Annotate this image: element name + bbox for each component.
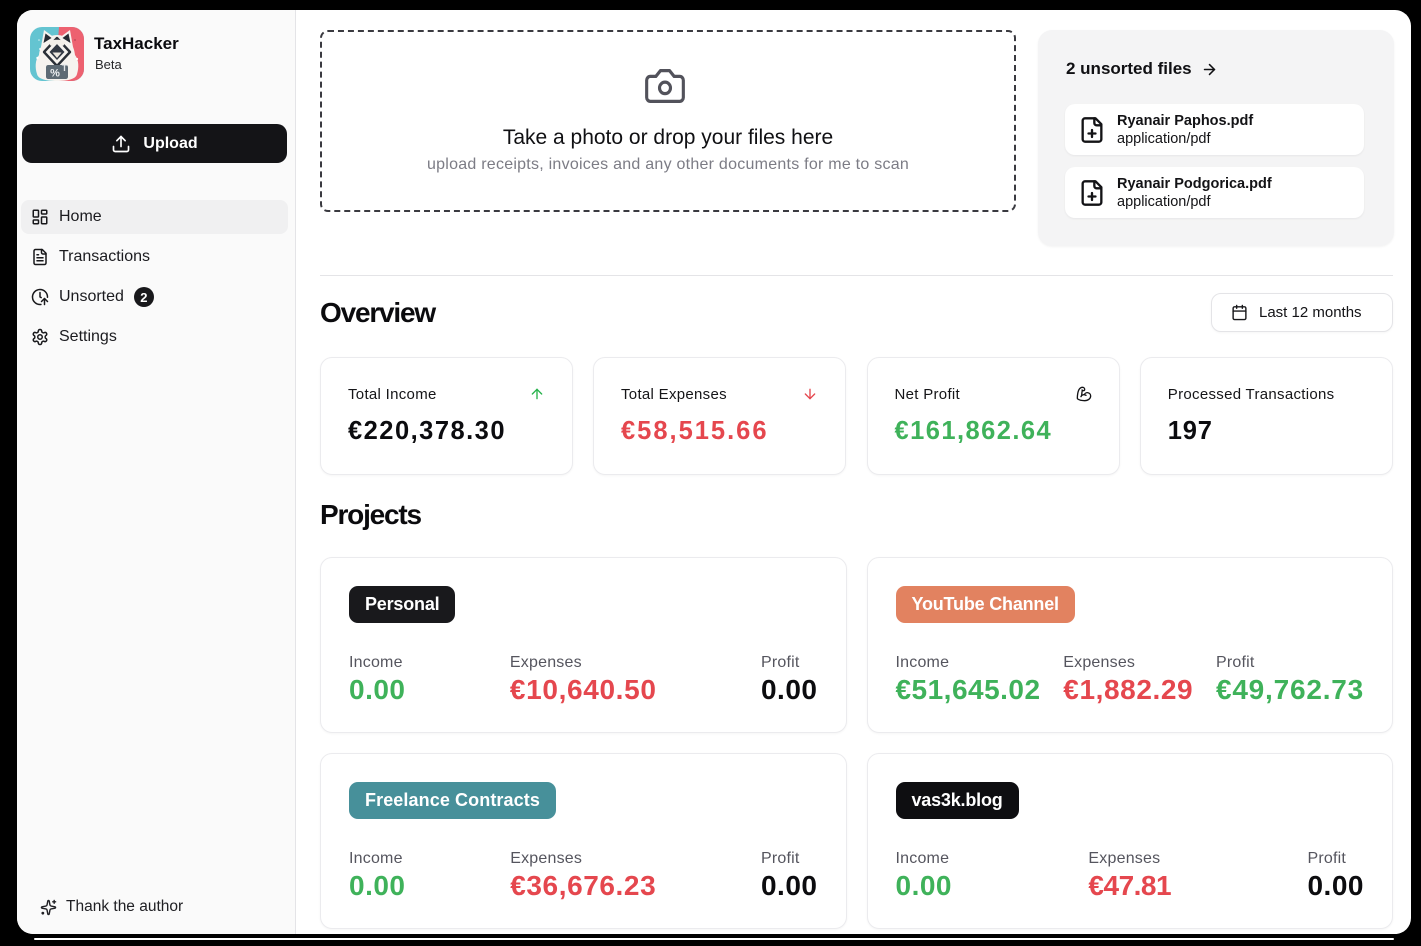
svg-text:%: %: [50, 68, 60, 80]
svg-text:T: T: [62, 63, 68, 73]
